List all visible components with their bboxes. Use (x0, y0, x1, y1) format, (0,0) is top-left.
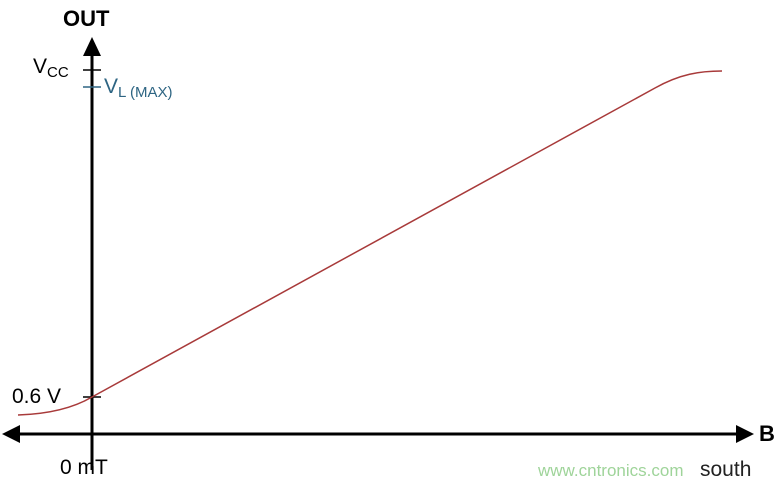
y-axis-label: OUT (63, 6, 110, 31)
offset-label: 0.6 V (12, 385, 62, 408)
x-axis-right-arrow (736, 425, 754, 443)
vl-max-label: VL (MAX) (104, 75, 173, 101)
x-axis-left-arrow (2, 425, 20, 443)
output-curve (17, 70, 723, 416)
origin-label: 0 mT (60, 456, 108, 479)
watermark: www.cntronics.com (538, 461, 684, 480)
y-axis-arrow (83, 37, 101, 56)
x-axis-label: B (759, 421, 775, 446)
direction-label: south (700, 458, 752, 481)
vcc-label: VCC (33, 55, 69, 81)
